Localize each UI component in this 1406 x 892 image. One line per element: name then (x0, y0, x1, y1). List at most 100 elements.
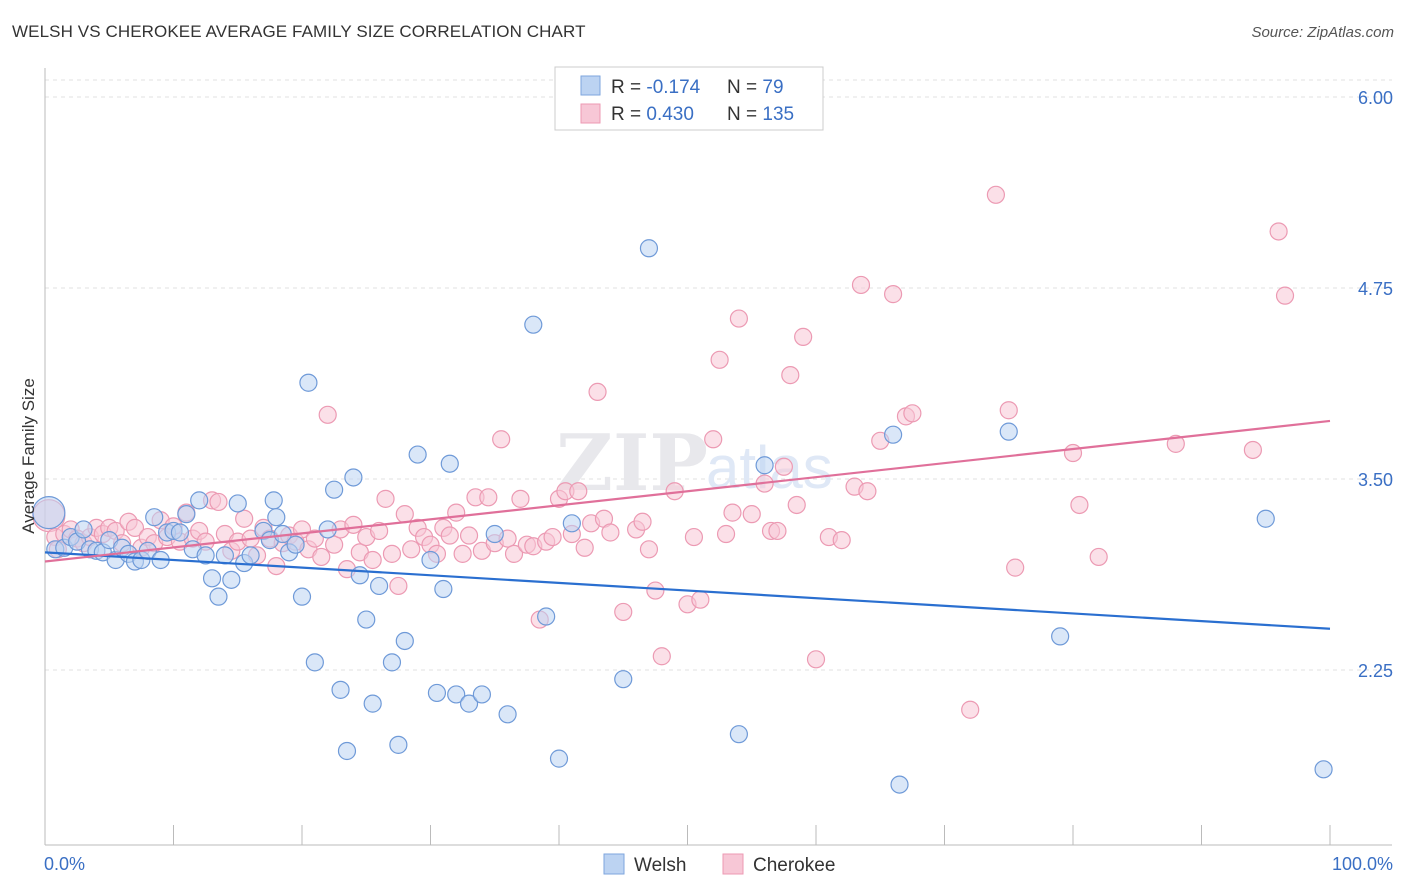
welsh-point (427, 683, 447, 703)
welsh-point (472, 685, 491, 704)
cherokee-point (716, 524, 736, 544)
welsh-point (421, 550, 440, 570)
legend-r-label: R = (611, 104, 646, 125)
legend-r-value: 0.430 (646, 104, 694, 125)
welsh-point (408, 445, 427, 464)
welsh-point (524, 315, 543, 334)
welsh-point (344, 468, 363, 487)
welsh-point (537, 607, 556, 626)
cherokee-point (479, 488, 498, 507)
welsh-point (190, 491, 209, 510)
cherokee-point (459, 526, 479, 545)
cherokee-point (1166, 434, 1185, 453)
cherokee-point (402, 540, 421, 559)
cherokee-point (305, 529, 324, 548)
cherokee-point (794, 327, 813, 346)
bottom-legend: Welsh Cherokee (603, 853, 835, 876)
welsh-point (215, 546, 234, 565)
cherokee-point (903, 404, 922, 423)
welsh-point (755, 456, 774, 475)
legend-row-cherokee: R = 0.430 (611, 104, 694, 125)
cherokee-point (1063, 443, 1083, 463)
legend-swatch-cherokee (580, 103, 601, 124)
grid-lines (45, 79, 1392, 671)
cherokee-point (961, 700, 980, 719)
welsh-point (264, 491, 283, 510)
welsh-points (32, 239, 1333, 794)
cherokee-point (729, 309, 749, 328)
cherokee-point (787, 495, 806, 515)
cherokee-point (318, 405, 337, 424)
welsh-point (440, 454, 459, 473)
cherokee-point (447, 503, 466, 522)
legend-row-welsh: R = -0.174 (611, 77, 701, 98)
welsh-point (614, 670, 633, 689)
cherokee-point (511, 489, 530, 508)
legend-n-value: 135 (762, 104, 794, 125)
cherokee-point (344, 515, 363, 534)
cherokee-point (742, 505, 761, 524)
cherokee-point (575, 538, 594, 557)
welsh-point (202, 569, 222, 588)
y-axis-label: Average Family Size (19, 378, 38, 534)
trend-lines (44, 419, 1331, 630)
x-tick-label: 0.0% (44, 854, 85, 874)
welsh-point (177, 505, 196, 524)
welsh-point (357, 610, 376, 629)
welsh-point (999, 422, 1018, 441)
welsh-point (241, 546, 260, 565)
cherokee-point (614, 602, 633, 622)
welsh-point (447, 685, 466, 704)
cherokee-point (588, 382, 607, 402)
x-tick-labels: 0.0% 100.0% (44, 854, 1393, 874)
chart-title: WELSH VS CHEROKEE AVERAGE FAMILY SIZE CO… (12, 22, 586, 41)
cherokee-point (395, 505, 414, 524)
cherokee-point (883, 285, 903, 304)
welsh-point (222, 570, 241, 589)
cherokee-point (1089, 547, 1108, 567)
welsh-point (389, 735, 408, 754)
cherokee-point (858, 482, 877, 501)
y-tick-label: 6.00 (1358, 88, 1393, 108)
y-tick-label: 4.75 (1358, 279, 1393, 299)
cherokee-point (453, 544, 472, 563)
cherokee-point (363, 550, 382, 570)
welsh-trend-line (44, 551, 1331, 630)
welsh-point (305, 653, 324, 672)
welsh-point (196, 546, 215, 565)
bottom-legend-cherokee: Cherokee (753, 855, 835, 876)
cherokee-point (806, 650, 826, 669)
cherokee-point (125, 518, 145, 537)
welsh-point (549, 749, 569, 768)
welsh-point (729, 725, 749, 744)
legend-swatch-welsh (580, 75, 601, 96)
cherokee-point (1243, 440, 1263, 460)
legend: R = -0.174 N = 79 R = 0.430 N = 135 (554, 66, 824, 131)
cherokee-point (710, 350, 729, 369)
welsh-point (209, 587, 228, 606)
y-tick-labels: 2.25 3.50 4.75 6.00 (1358, 88, 1393, 681)
welsh-point (292, 587, 312, 606)
cherokee-point (774, 457, 793, 476)
welsh-point (498, 705, 517, 724)
cherokee-point (832, 531, 851, 550)
legend-n-label: N = (727, 77, 762, 98)
x-tick-label: 100.0% (1332, 854, 1393, 874)
welsh-point (267, 508, 286, 527)
bottom-legend-welsh: Welsh (634, 855, 686, 876)
welsh-point (370, 576, 389, 596)
cherokee-point (1070, 495, 1089, 515)
welsh-point (459, 694, 479, 713)
cherokee-point (440, 526, 459, 545)
welsh-point (228, 494, 247, 513)
welsh-point (1314, 760, 1333, 779)
legend-n-value: 79 (762, 77, 783, 98)
welsh-point (890, 775, 909, 794)
cherokee-point (235, 509, 254, 528)
welsh-point (1256, 509, 1275, 528)
welsh-point (639, 239, 659, 258)
legend-r-value: -0.174 (646, 77, 700, 98)
bottom-legend-swatch-welsh (603, 853, 625, 875)
cherokee-point (633, 512, 652, 531)
